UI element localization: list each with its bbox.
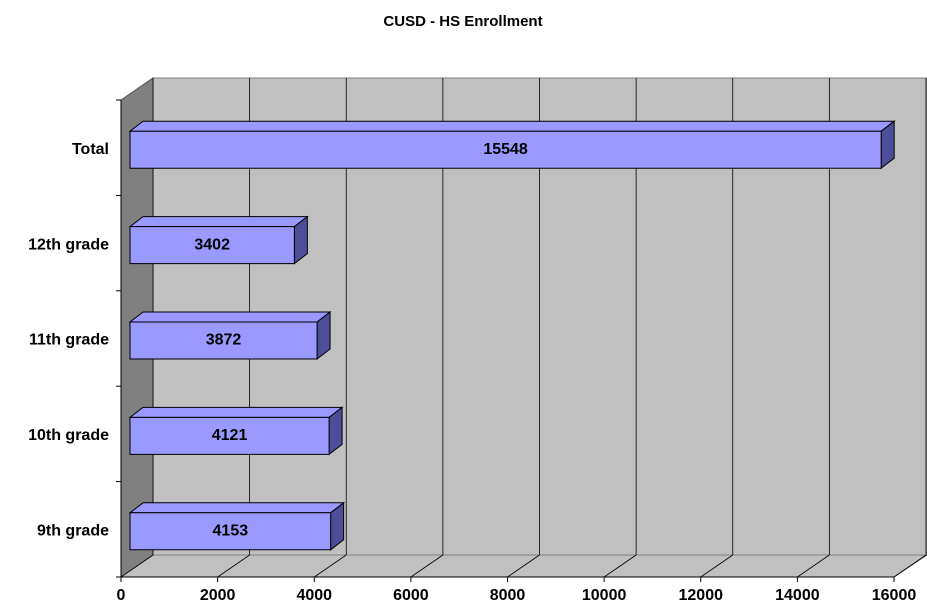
bar bbox=[128, 120, 896, 170]
bar bbox=[128, 310, 332, 361]
floor-grid-line bbox=[700, 554, 733, 578]
bar bbox=[128, 215, 309, 265]
bar-front bbox=[129, 416, 330, 455]
bar bbox=[128, 406, 344, 456]
data-label: 15548 bbox=[483, 141, 528, 158]
bar-top bbox=[128, 502, 346, 514]
floor-grid-line bbox=[314, 554, 347, 578]
x-tick-label: 12000 bbox=[679, 587, 724, 604]
bar-top bbox=[128, 406, 344, 418]
chart-title: CUSD - HS Enrollment bbox=[383, 13, 542, 30]
x-tick-label: 8000 bbox=[490, 587, 526, 604]
floor-grid-line bbox=[120, 554, 154, 578]
bar-top bbox=[128, 311, 332, 323]
x-tick-label: 10000 bbox=[582, 587, 627, 604]
floor-grid-line bbox=[410, 554, 444, 578]
data-label: 4153 bbox=[213, 523, 249, 540]
floor-grid-line bbox=[217, 554, 250, 578]
floor-grid-line bbox=[603, 554, 637, 578]
data-label: 3872 bbox=[206, 332, 242, 349]
y-tick-label: Total bbox=[72, 141, 109, 158]
y-tick-label: 12th grade bbox=[28, 236, 109, 253]
floor-grid-line bbox=[893, 554, 927, 578]
y-tick-label: 11th grade bbox=[29, 332, 109, 349]
data-label: 3402 bbox=[194, 236, 230, 253]
x-tick-label: 16000 bbox=[872, 587, 917, 604]
bar-top bbox=[128, 216, 309, 228]
x-tick-label: 14000 bbox=[775, 587, 820, 604]
bar-front bbox=[129, 512, 332, 551]
floor-grid-line bbox=[797, 554, 830, 578]
floor-grid-line bbox=[507, 554, 540, 578]
bar-front bbox=[129, 130, 882, 169]
bar-front bbox=[129, 321, 318, 360]
bar bbox=[128, 501, 346, 551]
data-label: 4121 bbox=[212, 427, 248, 444]
bar-top bbox=[128, 120, 896, 132]
x-tick-label: 6000 bbox=[393, 587, 429, 604]
x-tick-label: 4000 bbox=[296, 587, 332, 604]
y-tick-label: 10th grade bbox=[28, 427, 109, 444]
x-tick-label: 2000 bbox=[200, 587, 236, 604]
bar-front bbox=[129, 226, 295, 265]
x-tick-label: 0 bbox=[117, 587, 126, 604]
y-tick-label: 9th grade bbox=[37, 523, 109, 540]
